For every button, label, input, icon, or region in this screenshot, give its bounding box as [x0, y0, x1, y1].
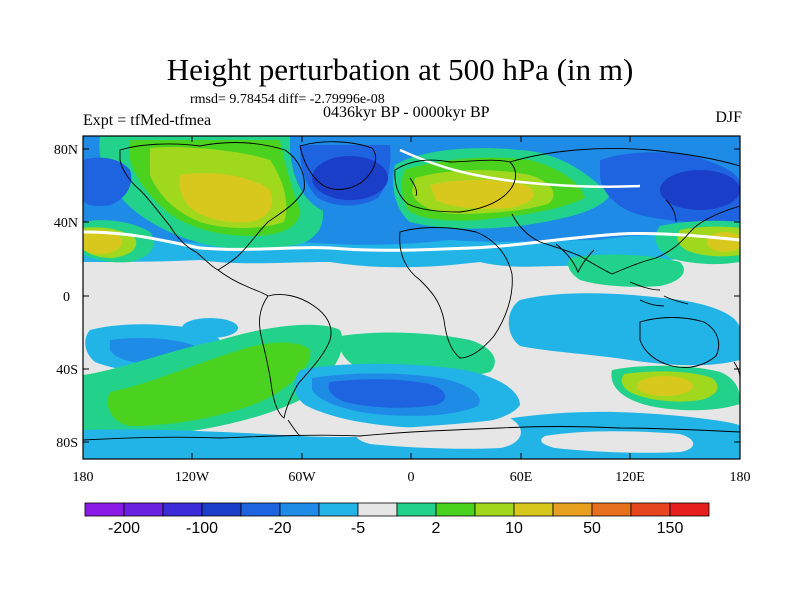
south-america-coast — [259, 294, 332, 419]
lat-label: 40S — [56, 363, 78, 378]
colorbar-label: -200 — [108, 520, 140, 537]
colorbar-swatch — [318, 502, 359, 517]
lat-label: 80N — [54, 143, 78, 158]
longitude-labels: 180 120W 60W 0 60E 120E 180 — [73, 470, 751, 485]
africa-coast — [399, 227, 513, 359]
stats-line: rmsd= 9.78454 diff= -2.79996e-08 — [190, 92, 385, 107]
lat-label: 0 — [63, 290, 70, 305]
colorbar-swatch — [279, 502, 320, 517]
north-america-coast — [119, 142, 305, 271]
greenland-negative-core — [312, 156, 388, 200]
colorbar-labels: -200 -100 -20 -5 2 10 50 150 — [108, 520, 683, 537]
south-indian-positive-core — [637, 376, 693, 396]
japan-coast — [665, 199, 677, 223]
colorbar-label: 10 — [505, 520, 523, 537]
lat-label: 40N — [54, 216, 78, 231]
colorbar-swatch — [84, 502, 125, 517]
colorbar — [84, 502, 710, 517]
west-pacific-negative — [83, 157, 132, 207]
north-america-positive-core — [179, 173, 273, 223]
lon-label: 0 — [408, 470, 415, 485]
europe-positive-core — [430, 179, 534, 209]
tropical-asia-positive — [568, 254, 684, 287]
contour-field — [83, 136, 740, 459]
lon-label: 180 — [730, 470, 751, 485]
colorbar-swatch — [162, 502, 203, 517]
lon-label: 120E — [615, 470, 645, 485]
plot-title: Height perturbation at 500 hPa (in m) — [166, 52, 634, 87]
latitude-labels: 80N 40N 0 40S 80S — [54, 143, 78, 451]
zero-contour-arctic — [399, 148, 641, 189]
south-pacific-small-negative — [182, 318, 238, 338]
colorbar-swatch — [123, 502, 164, 517]
greenland-coast — [299, 141, 376, 190]
colorbar-label: 50 — [583, 520, 601, 537]
colorbar-swatch — [240, 502, 281, 517]
lon-label: 120W — [175, 470, 210, 485]
colorbar-swatch — [474, 502, 515, 517]
colorbar-swatch — [396, 502, 437, 517]
australia-coast — [639, 317, 720, 368]
zero-contour-north — [83, 230, 740, 252]
colorbar-swatch — [669, 502, 710, 517]
europe-coast — [394, 159, 517, 213]
antarctic-white-gap — [355, 418, 521, 449]
south-atlantic-negative-core — [328, 379, 446, 408]
colorbar-swatch — [552, 502, 593, 517]
west-pacific-positive-core — [707, 232, 740, 252]
central-america-coast — [217, 269, 269, 297]
antarctic-white-east — [541, 431, 694, 453]
east-asia-negative-core — [660, 170, 740, 210]
colorbar-swatch — [513, 502, 554, 517]
colorbar-label: -100 — [186, 520, 218, 537]
antarctica-coast — [83, 426, 740, 441]
colorbar-swatch — [630, 502, 671, 517]
colorbar-label: -5 — [351, 520, 365, 537]
colorbar-swatch — [435, 502, 476, 517]
uk-coast — [409, 177, 417, 197]
colorbar-swatch — [591, 502, 632, 517]
maritime-continent-coast — [629, 281, 689, 307]
lon-label: 180 — [73, 470, 94, 485]
india-coast — [555, 243, 595, 274]
period-label: 0436kyr BP - 0000kyr BP — [323, 104, 490, 121]
colorbar-label: -20 — [268, 520, 291, 537]
season-label: DJF — [715, 109, 742, 126]
experiment-label: Expt = tfMed-tfmea — [83, 112, 212, 129]
lat-label: 80S — [56, 436, 78, 451]
lon-label: 60E — [510, 470, 533, 485]
colorbar-label: 2 — [432, 520, 441, 537]
axis-ticks — [82, 136, 741, 459]
east-pacific-positive-core — [83, 230, 122, 254]
lon-label: 60W — [288, 470, 316, 485]
colorbar-swatch — [201, 502, 242, 517]
antarctic-peninsula-coast — [287, 419, 301, 437]
asia-coast — [509, 148, 740, 275]
sh-positive-band-mid — [107, 342, 311, 426]
southern-indian-negative — [508, 293, 740, 366]
colorbar-swatch — [357, 502, 398, 517]
colorbar-label: 150 — [657, 520, 684, 537]
